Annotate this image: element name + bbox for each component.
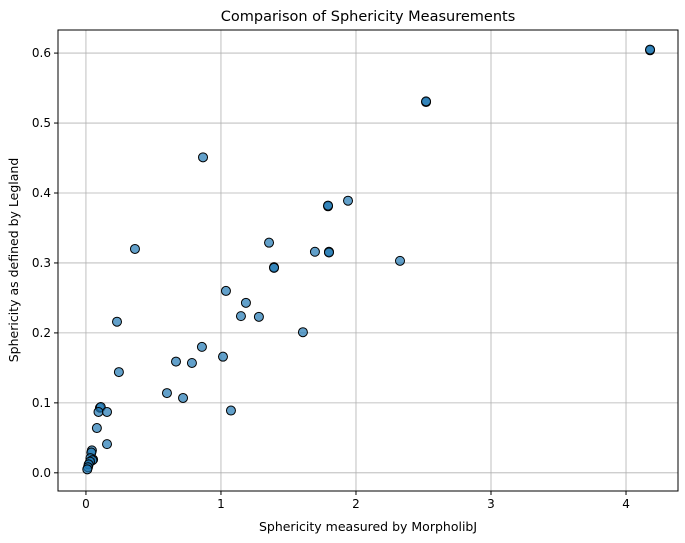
data-point <box>198 152 209 163</box>
data-point <box>240 297 251 308</box>
y-tick-label: 0.4 <box>32 186 51 200</box>
y-tick-label: 0.2 <box>32 326 51 340</box>
data-point <box>309 246 320 257</box>
data-point <box>196 341 207 352</box>
y-tick-label: 0.0 <box>32 466 51 480</box>
data-point <box>297 327 308 338</box>
data-point <box>225 405 236 416</box>
data-point <box>323 200 334 211</box>
data-point <box>113 367 124 378</box>
y-tick-label: 0.5 <box>32 116 51 130</box>
data-point <box>217 351 228 362</box>
plot-frame <box>57 29 679 492</box>
data-point <box>394 255 405 266</box>
data-point <box>235 311 246 322</box>
x-tick-label: 3 <box>487 497 495 511</box>
data-point <box>220 285 231 296</box>
data-point <box>186 357 197 368</box>
data-points <box>82 44 656 475</box>
data-point <box>91 423 102 434</box>
data-point <box>171 356 182 367</box>
x-tick-label: 1 <box>217 497 225 511</box>
data-point <box>269 262 280 273</box>
y-tick-label: 0.6 <box>32 46 51 60</box>
data-point <box>264 237 275 248</box>
data-point <box>161 388 172 399</box>
data-point <box>178 392 189 403</box>
data-point <box>112 316 123 327</box>
x-tick-label: 0 <box>82 497 90 511</box>
data-point <box>82 464 93 475</box>
data-point <box>102 439 113 450</box>
axis-ticks: 0 1 2 3 4 0.0 0.1 0.2 0.3 0.4 0.5 0.6 <box>32 46 630 511</box>
data-point <box>343 195 354 206</box>
data-point <box>421 96 432 107</box>
x-tick-label: 2 <box>352 497 360 511</box>
data-point <box>645 44 656 55</box>
data-point <box>253 311 264 322</box>
data-point <box>323 247 334 258</box>
y-tick-label: 0.3 <box>32 256 51 270</box>
data-point <box>93 406 104 417</box>
data-point <box>102 406 113 417</box>
y-tick-label: 0.1 <box>32 396 51 410</box>
x-tick-label: 4 <box>622 497 630 511</box>
x-axis-label: Sphericity measured by MorpholibJ <box>259 519 477 534</box>
chart-title: Comparison of Sphericity Measurements <box>221 9 516 25</box>
data-point <box>129 243 140 254</box>
y-axis-label: Sphericity as defined by Legland <box>6 158 21 363</box>
grid <box>58 30 678 491</box>
